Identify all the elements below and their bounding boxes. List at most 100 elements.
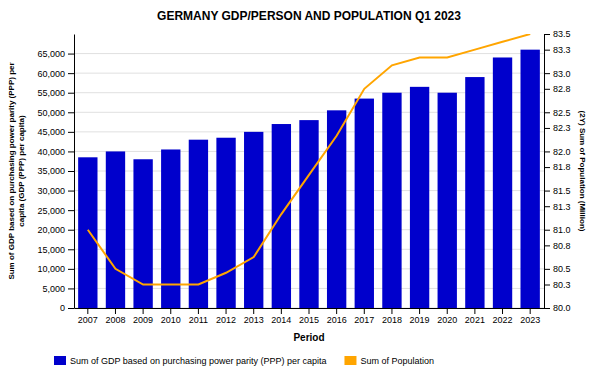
legend: Sum of GDP based on purchasing power par… bbox=[54, 356, 434, 366]
tick: 2013 bbox=[244, 308, 264, 325]
tick-mark bbox=[87, 308, 88, 314]
tick-label: 82.5 bbox=[553, 108, 571, 118]
tick-mark bbox=[544, 73, 550, 74]
tick: 2022 bbox=[493, 308, 513, 325]
tick: 82.0 bbox=[544, 147, 571, 157]
tick-mark bbox=[544, 269, 550, 270]
tick: 2016 bbox=[327, 308, 347, 325]
tick: 20,000 bbox=[37, 225, 74, 235]
tick-mark bbox=[68, 73, 74, 74]
tick: 2015 bbox=[299, 308, 319, 325]
marks bbox=[78, 34, 540, 308]
grid-line bbox=[74, 73, 544, 74]
bar bbox=[465, 77, 484, 308]
tick: 2021 bbox=[465, 308, 485, 325]
tick: 2019 bbox=[410, 308, 430, 325]
bar bbox=[244, 132, 263, 308]
tick: 81.8 bbox=[544, 162, 571, 172]
line bbox=[88, 34, 530, 285]
tick-label: 81.8 bbox=[553, 162, 571, 172]
bar bbox=[382, 93, 401, 308]
tick-label: 2019 bbox=[410, 315, 430, 325]
tick-label: 45,000 bbox=[37, 127, 65, 137]
tick: 80.3 bbox=[544, 280, 571, 290]
x-axis: 2007200820092010201120122013201420152016… bbox=[75, 308, 545, 325]
tick-mark bbox=[68, 191, 74, 192]
tick-label: 60,000 bbox=[37, 69, 65, 79]
tick-mark bbox=[226, 308, 227, 314]
tick-label: 2008 bbox=[105, 315, 125, 325]
tick-label: 2015 bbox=[299, 315, 319, 325]
tick: 50,000 bbox=[37, 108, 74, 118]
tick-mark bbox=[544, 245, 550, 246]
tick-label: 80.8 bbox=[553, 241, 571, 251]
tick-mark bbox=[544, 89, 550, 90]
y2-axis-title: (2Y) Sum of Population (Million) bbox=[578, 111, 587, 232]
legend-swatch bbox=[344, 356, 356, 365]
tick-mark bbox=[544, 167, 550, 168]
tick-label: 2007 bbox=[78, 315, 98, 325]
tick: 5,000 bbox=[42, 284, 74, 294]
tick-label: 15,000 bbox=[37, 245, 65, 255]
legend-label: Sum of Population bbox=[360, 356, 434, 366]
bar bbox=[272, 124, 291, 308]
legend-item: Sum of GDP based on purchasing power par… bbox=[54, 356, 326, 366]
tick-label: 82.0 bbox=[553, 147, 571, 157]
bar bbox=[355, 99, 374, 308]
tick: 83.3 bbox=[544, 45, 571, 55]
tick-label: 20,000 bbox=[37, 225, 65, 235]
tick: 81.0 bbox=[544, 225, 571, 235]
tick-label: 80.5 bbox=[553, 264, 571, 274]
tick-label: 2020 bbox=[437, 315, 457, 325]
tick-mark bbox=[68, 93, 74, 94]
tick-label: 65,000 bbox=[37, 49, 65, 59]
y-axis: 05,00010,00015,00020,00025,00030,00035,0… bbox=[37, 35, 74, 314]
tick-mark bbox=[198, 308, 199, 314]
tick-label: 81.3 bbox=[553, 202, 571, 212]
tick: 82.5 bbox=[544, 108, 571, 118]
tick-mark bbox=[68, 112, 74, 113]
tick-mark bbox=[68, 249, 74, 250]
tick-mark bbox=[336, 308, 337, 314]
tick-label: 40,000 bbox=[37, 147, 65, 157]
tick: 35,000 bbox=[37, 166, 74, 176]
legend-label: Sum of GDP based on purchasing power par… bbox=[70, 356, 326, 366]
tick-label: 50,000 bbox=[37, 108, 65, 118]
tick-mark bbox=[544, 285, 550, 286]
tick: 65,000 bbox=[37, 49, 74, 59]
legend-swatch bbox=[54, 356, 66, 365]
tick: 80.8 bbox=[544, 241, 571, 251]
tick-label: 2017 bbox=[354, 315, 374, 325]
tick-label: 0 bbox=[60, 303, 65, 313]
tick: 2009 bbox=[133, 308, 153, 325]
plot-area: 2007200820092010201120122013201420152016… bbox=[37, 29, 570, 325]
tick-label: 2018 bbox=[382, 315, 402, 325]
tick: 45,000 bbox=[37, 127, 74, 137]
tick-label: 81.5 bbox=[553, 186, 571, 196]
tick-mark bbox=[544, 50, 550, 51]
tick: 2012 bbox=[216, 308, 236, 325]
tick: 82.3 bbox=[544, 123, 571, 133]
tick-mark bbox=[68, 54, 74, 55]
title: GERMANY GDP/PERSON AND POPULATION Q1 202… bbox=[157, 9, 461, 23]
tick-mark bbox=[544, 191, 550, 192]
tick-mark bbox=[143, 308, 144, 314]
bar bbox=[438, 93, 457, 308]
tick-mark bbox=[530, 308, 531, 314]
tick: 2008 bbox=[105, 308, 125, 325]
tick-label: 2009 bbox=[133, 315, 153, 325]
tick-label: 35,000 bbox=[37, 166, 65, 176]
tick: 60,000 bbox=[37, 69, 74, 79]
tick-mark bbox=[253, 308, 254, 314]
tick-mark bbox=[544, 230, 550, 231]
tick-label: 82.8 bbox=[553, 84, 571, 94]
tick: 2007 bbox=[78, 308, 98, 325]
bar bbox=[78, 157, 97, 308]
tick-mark bbox=[419, 308, 420, 314]
tick-mark bbox=[68, 151, 74, 152]
tick: 2010 bbox=[161, 308, 181, 325]
x-axis-title: Period bbox=[293, 332, 324, 343]
tick-mark bbox=[68, 288, 74, 289]
bar bbox=[189, 140, 208, 308]
tick: 55,000 bbox=[37, 88, 74, 98]
